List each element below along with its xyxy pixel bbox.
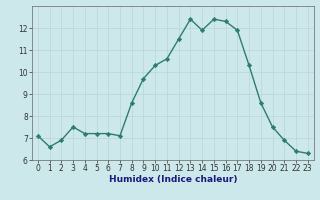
X-axis label: Humidex (Indice chaleur): Humidex (Indice chaleur) xyxy=(108,175,237,184)
